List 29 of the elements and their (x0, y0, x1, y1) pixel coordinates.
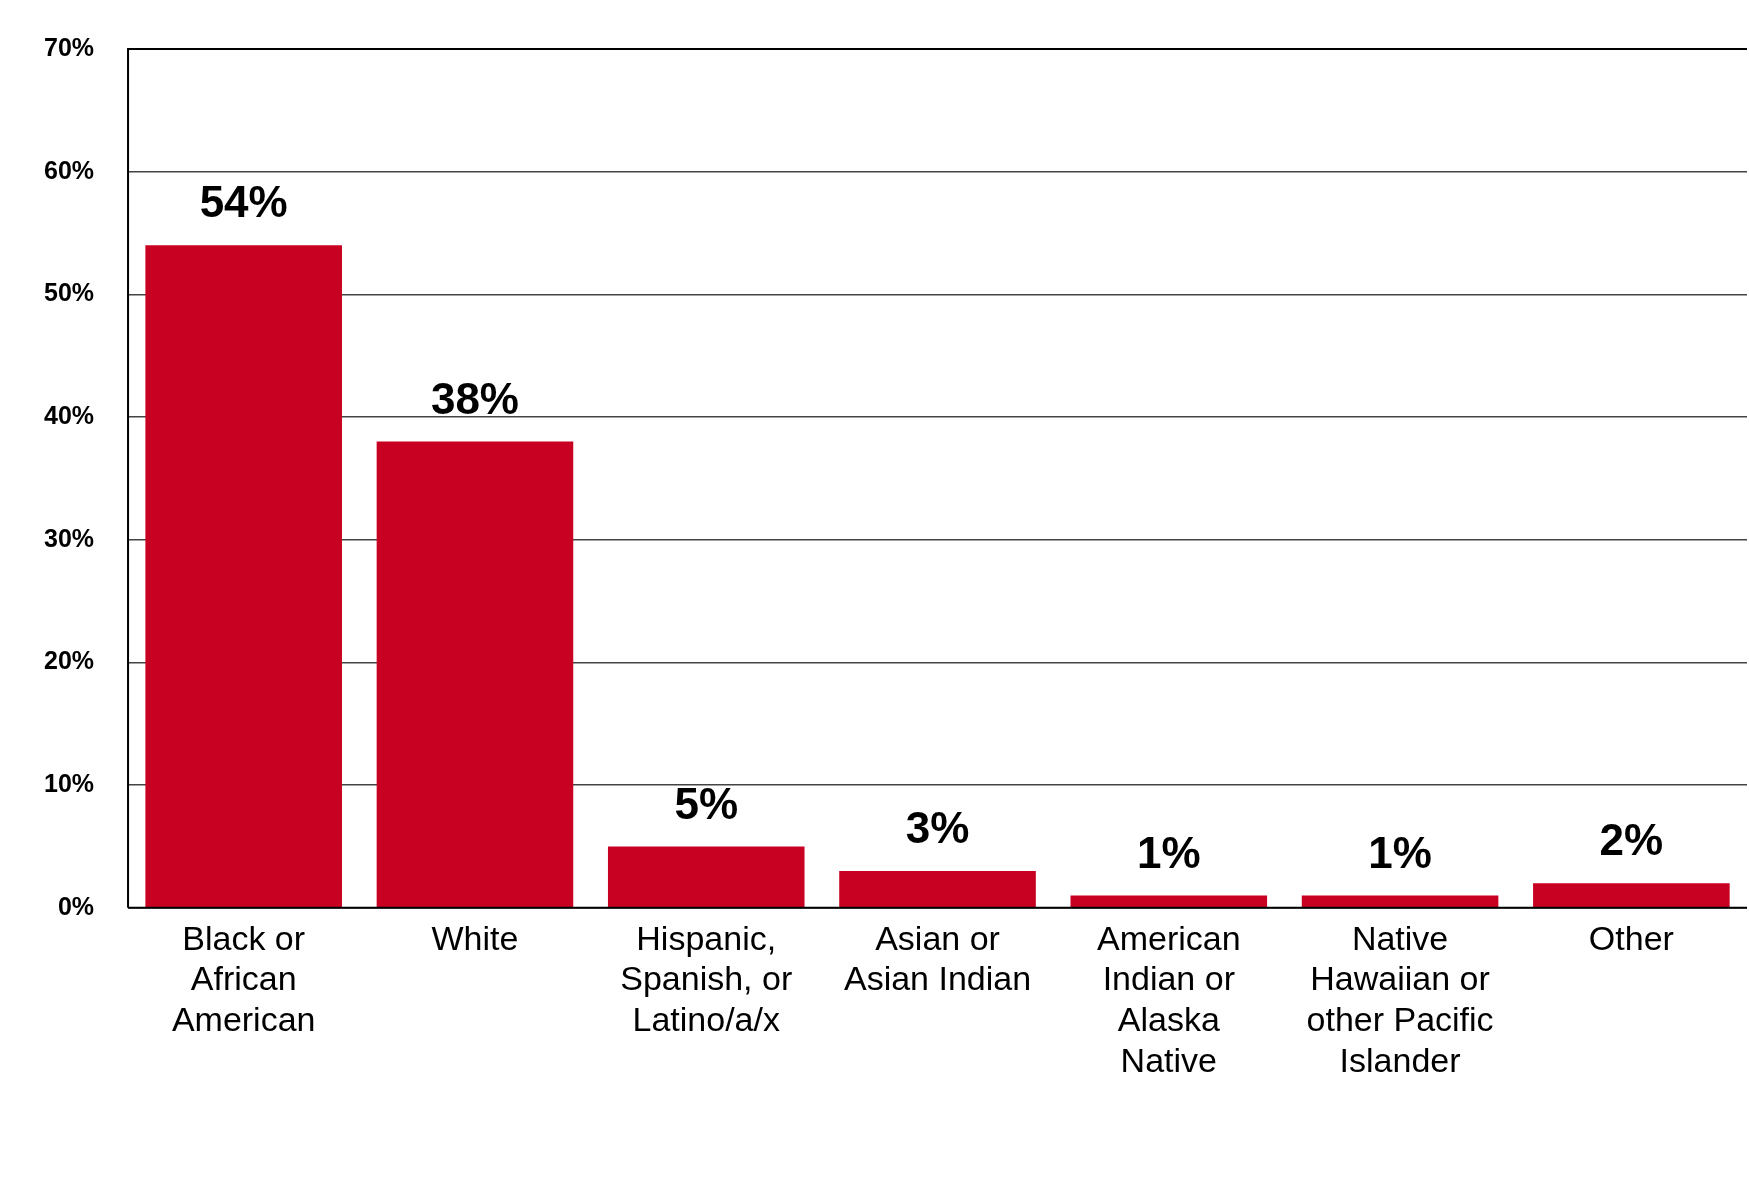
y-tick-label: 10% (43, 769, 95, 797)
bar (1070, 895, 1268, 908)
data-label: 54% (199, 177, 288, 227)
data-label: 3% (905, 803, 970, 853)
y-tick-label: 60% (43, 155, 95, 184)
bar (145, 245, 342, 908)
y-tick-label: 0% (57, 891, 95, 920)
data-label: 5% (674, 778, 739, 828)
x-tick-label: Hispanic, Spanish, or Latino/a/x (620, 918, 793, 1039)
data-label: 2% (1599, 815, 1664, 865)
x-tick-label: Native Hawaiian or other Pacific Islander (1306, 918, 1494, 1079)
x-tick-label: Other (1588, 918, 1674, 957)
bar (607, 846, 805, 908)
bar (1301, 895, 1499, 908)
data-label: 1% (1137, 827, 1201, 877)
bar (1533, 883, 1730, 908)
y-tick-label: 70% (43, 32, 95, 61)
x-tick-label: Asian or Asian Indian (843, 918, 1032, 998)
y-tick-label: 30% (43, 523, 95, 552)
x-tick-label: American Indian or Alaska Native (1096, 918, 1241, 1079)
bar (839, 870, 1036, 908)
y-tick-label: 40% (43, 400, 95, 429)
data-label: 38% (430, 373, 519, 423)
y-tick-label: 20% (43, 646, 95, 675)
x-tick-label: White (431, 918, 519, 957)
x-tick-label: Black or African American (171, 918, 316, 1039)
data-label: 1% (1368, 827, 1432, 877)
bar (376, 441, 574, 908)
y-tick-label: 50% (43, 278, 95, 307)
